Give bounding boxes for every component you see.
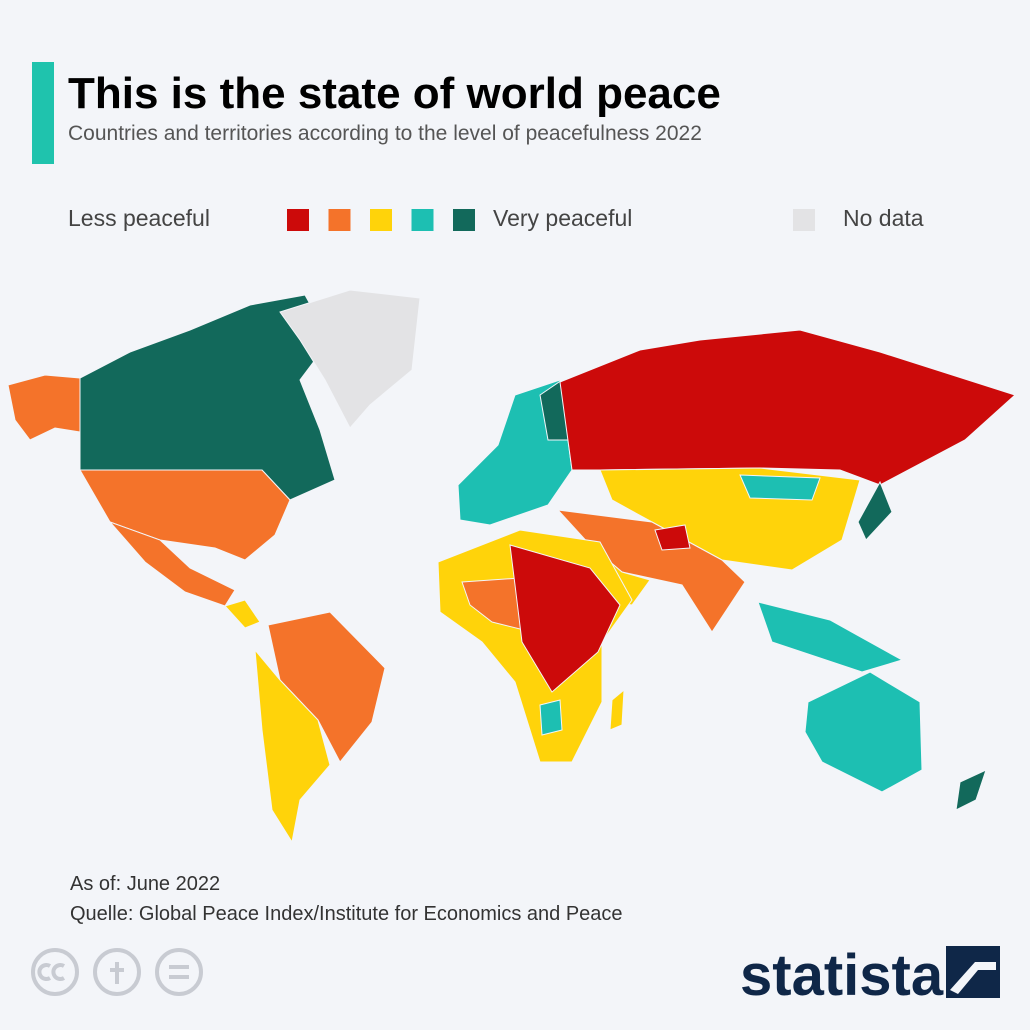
by-glyph: [110, 962, 124, 984]
southeast-asia: [757, 601, 904, 673]
japan: [857, 480, 893, 541]
logo-mark: [950, 962, 996, 994]
madagascar: [609, 688, 625, 731]
nd-glyph: [169, 965, 189, 979]
new-zealand: [955, 769, 987, 811]
brand: statista: [740, 943, 944, 1008]
australia: [804, 671, 923, 793]
legend-high-label: Very peaceful: [493, 205, 632, 231]
central-america: [224, 599, 261, 629]
mexico: [108, 520, 236, 607]
accent-bar: [32, 62, 54, 164]
legend-swatch: [370, 209, 392, 231]
africa-red: [509, 544, 621, 693]
africa-orange: [461, 577, 533, 633]
title: This is the state of world peace: [68, 69, 721, 118]
source: Quelle: Global Peace Index/Institute for…: [70, 903, 623, 925]
mongolia: [739, 474, 821, 501]
brand-logo: [946, 946, 1000, 998]
legend-no-data-label: No data: [843, 205, 924, 231]
legend-swatch: [453, 209, 475, 231]
cc-glyph: [37, 963, 66, 981]
nd-icon: [155, 948, 203, 996]
legend-swatch: [287, 209, 309, 231]
greenland: [279, 289, 421, 429]
world-map: [7, 289, 1016, 844]
license-icons: [31, 948, 203, 996]
by-icon: [93, 948, 141, 996]
cc-icon: [31, 948, 79, 996]
south-america-west: [254, 648, 331, 844]
legend-swatches: [287, 209, 815, 231]
afghanistan: [654, 524, 691, 551]
legend-low-label: Less peaceful: [68, 205, 210, 231]
legend-swatch: [328, 209, 351, 231]
alaska: [7, 374, 81, 441]
date-note: As of: June 2022: [70, 873, 220, 895]
legend-swatch: [411, 209, 434, 231]
subtitle: Countries and territories according to t…: [68, 122, 702, 145]
legend-swatch-no-data: [793, 209, 815, 231]
southern-africa-teal: [539, 699, 563, 736]
